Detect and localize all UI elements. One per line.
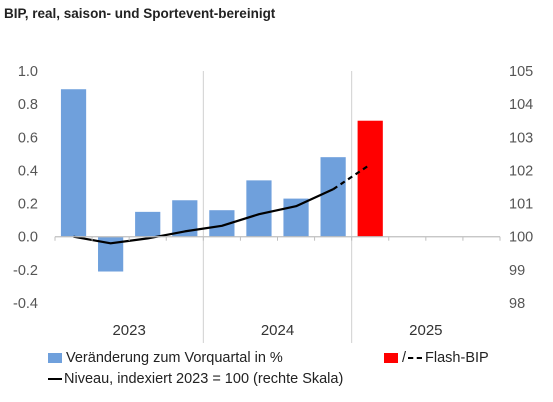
- bar-quarterly-change: [60, 89, 87, 237]
- legend-flash-swatch: [384, 353, 398, 363]
- right-tick-label: 104: [509, 97, 533, 113]
- right-tick-label: 102: [509, 163, 533, 179]
- right-tick-label: 100: [509, 230, 533, 246]
- chart-title: BIP, real, saison- und Sportevent-berein…: [4, 6, 276, 21]
- left-tick-label: -0.2: [13, 263, 38, 279]
- bar-quarterly-change: [246, 180, 272, 237]
- legend-bars: Veränderung zum Vorquartal in %: [48, 350, 283, 366]
- axes-group: [54, 236, 501, 241]
- legend-flash-sep: /: [402, 350, 407, 366]
- grid-lines: [202, 71, 353, 343]
- bar-quarterly-change: [283, 198, 309, 237]
- right-tick-label: 103: [509, 130, 533, 146]
- legend-line-label: Niveau, indexiert 2023 = 100 (rechte Ska…: [64, 371, 344, 387]
- year-label: 2025: [409, 322, 442, 339]
- legend-flash: / Flash-BIP: [384, 350, 489, 366]
- legend-line-swatch: [48, 378, 62, 380]
- legend-bar-swatch: [48, 353, 62, 363]
- legend-bars-label: Veränderung zum Vorquartal in %: [66, 350, 283, 366]
- right-tick-label: 105: [509, 64, 533, 80]
- level-line: [73, 188, 334, 245]
- legend-line: Niveau, indexiert 2023 = 100 (rechte Ska…: [48, 371, 343, 387]
- left-tick-label: 1.0: [18, 64, 38, 80]
- lines-group: [73, 163, 371, 245]
- flash-dashed-line: [332, 163, 371, 191]
- bar-flash-bip: [357, 120, 383, 237]
- legend-flash-label: Flash-BIP: [425, 350, 489, 366]
- bar-quarterly-change: [320, 157, 346, 237]
- legend-dash-swatch: [408, 357, 423, 359]
- year-label: 2024: [261, 322, 294, 339]
- right-tick-label: 99: [509, 263, 525, 279]
- year-label: 2023: [112, 322, 145, 339]
- left-tick-label: 0.6: [18, 130, 38, 146]
- bars-group: [60, 89, 383, 272]
- left-tick-label: 0.4: [18, 163, 38, 179]
- left-tick-label: -0.4: [13, 296, 38, 312]
- right-tick-label: 101: [509, 197, 533, 213]
- bar-quarterly-change: [135, 211, 161, 237]
- tick-labels: 1.0 0.8 0.6 0.4 0.2 0.0 -0.2 -0.4 105 104 103 102 10…: [13, 64, 533, 339]
- right-tick-label: 98: [509, 296, 525, 312]
- left-tick-label: 0.2: [18, 197, 38, 213]
- left-tick-label: 0.0: [18, 230, 38, 246]
- left-tick-label: 0.8: [18, 97, 38, 113]
